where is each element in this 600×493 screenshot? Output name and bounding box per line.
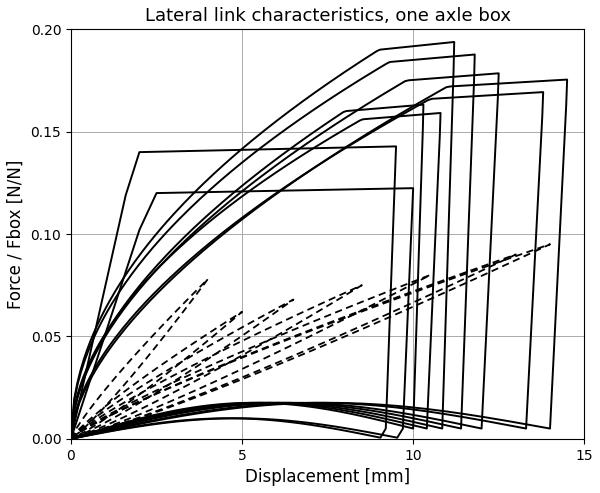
Y-axis label: Force / Fbox [N/N]: Force / Fbox [N/N] (7, 159, 25, 309)
Title: Lateral link characteristics, one axle box: Lateral link characteristics, one axle b… (145, 7, 511, 25)
X-axis label: Displacement [mm]: Displacement [mm] (245, 468, 410, 486)
